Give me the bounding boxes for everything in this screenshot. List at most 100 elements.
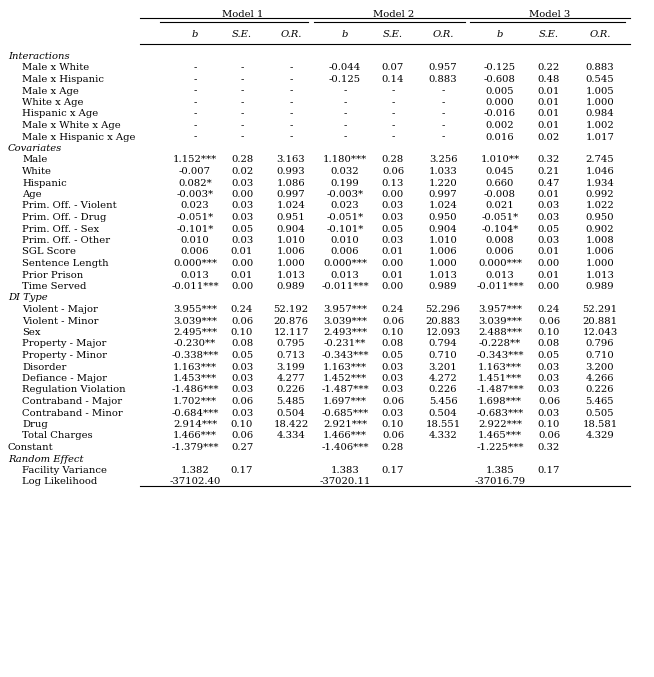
Text: 0.05: 0.05: [538, 225, 560, 234]
Text: 0.22: 0.22: [538, 64, 560, 72]
Text: 3.039***: 3.039***: [173, 317, 217, 326]
Text: Model 3: Model 3: [529, 10, 571, 19]
Text: 0.997: 0.997: [428, 190, 457, 199]
Text: Regulation Violation: Regulation Violation: [22, 385, 126, 395]
Text: 0.06: 0.06: [538, 431, 560, 441]
Text: Male x Age: Male x Age: [22, 87, 79, 95]
Text: 3.200: 3.200: [586, 362, 614, 372]
Text: 0.01: 0.01: [538, 87, 560, 95]
Text: 3.957***: 3.957***: [323, 305, 367, 314]
Text: 0.03: 0.03: [231, 213, 253, 222]
Text: 0.032: 0.032: [331, 167, 359, 176]
Text: 4.332: 4.332: [428, 431, 457, 441]
Text: 3.957***: 3.957***: [478, 305, 522, 314]
Text: 1.008: 1.008: [585, 236, 614, 245]
Text: 0.226: 0.226: [586, 385, 614, 395]
Text: -: -: [194, 121, 197, 130]
Text: 52.192: 52.192: [273, 305, 309, 314]
Text: Hispanic x Age: Hispanic x Age: [22, 110, 98, 118]
Text: 1.453***: 1.453***: [173, 374, 217, 383]
Text: b: b: [342, 30, 348, 39]
Text: -0.231**: -0.231**: [324, 339, 366, 349]
Text: 0.06: 0.06: [231, 431, 253, 441]
Text: 0.023: 0.023: [181, 202, 209, 211]
Text: 1.024: 1.024: [277, 202, 305, 211]
Text: 0.03: 0.03: [538, 213, 560, 222]
Text: Male x Hispanic: Male x Hispanic: [22, 75, 104, 84]
Text: 0.06: 0.06: [382, 431, 404, 441]
Text: 0.14: 0.14: [382, 75, 404, 84]
Text: 1.180***: 1.180***: [323, 156, 367, 165]
Text: -0.011***: -0.011***: [321, 282, 369, 291]
Text: -0.685***: -0.685***: [321, 408, 369, 418]
Text: 0.013: 0.013: [181, 271, 209, 280]
Text: 1.006: 1.006: [428, 248, 457, 257]
Text: -0.101*: -0.101*: [326, 225, 364, 234]
Text: -0.051*: -0.051*: [326, 213, 364, 222]
Text: -: -: [343, 98, 347, 107]
Text: 0.01: 0.01: [538, 248, 560, 257]
Text: -0.016: -0.016: [484, 110, 516, 118]
Text: 0.00: 0.00: [231, 190, 253, 199]
Text: Prim. Off. - Drug: Prim. Off. - Drug: [22, 213, 107, 222]
Text: Male x Hispanic x Age: Male x Hispanic x Age: [22, 133, 135, 141]
Text: 1.010: 1.010: [428, 236, 457, 245]
Text: 0.013: 0.013: [331, 271, 360, 280]
Text: -: -: [343, 121, 347, 130]
Text: 0.24: 0.24: [538, 305, 560, 314]
Text: -: -: [289, 121, 293, 130]
Text: -0.101*: -0.101*: [177, 225, 214, 234]
Text: 1.017: 1.017: [585, 133, 615, 141]
Text: 1.010**: 1.010**: [481, 156, 519, 165]
Text: -37020.11: -37020.11: [319, 477, 371, 487]
Text: Model 1: Model 1: [222, 10, 264, 19]
Text: 0.17: 0.17: [538, 466, 560, 475]
Text: -0.684***: -0.684***: [171, 408, 218, 418]
Text: Property - Major: Property - Major: [22, 339, 107, 349]
Text: S.E.: S.E.: [383, 30, 403, 39]
Text: 12.093: 12.093: [426, 328, 460, 337]
Text: -0.051*: -0.051*: [177, 213, 214, 222]
Text: 1.382: 1.382: [181, 466, 209, 475]
Text: 0.10: 0.10: [231, 328, 253, 337]
Text: 0.02: 0.02: [538, 133, 560, 141]
Text: Violent - Major: Violent - Major: [22, 305, 98, 314]
Text: 5.465: 5.465: [586, 397, 614, 406]
Text: 0.06: 0.06: [538, 397, 560, 406]
Text: -37016.79: -37016.79: [474, 477, 526, 487]
Text: 18.551: 18.551: [425, 420, 460, 429]
Text: -37102.40: -37102.40: [169, 477, 220, 487]
Text: 0.01: 0.01: [382, 248, 404, 257]
Text: 0.002: 0.002: [486, 121, 514, 130]
Text: 3.256: 3.256: [429, 156, 457, 165]
Text: 0.006: 0.006: [486, 248, 514, 257]
Text: 0.05: 0.05: [538, 351, 560, 360]
Text: 0.010: 0.010: [181, 236, 209, 245]
Text: 0.021: 0.021: [486, 202, 515, 211]
Text: Male x White: Male x White: [22, 64, 89, 72]
Text: 0.01: 0.01: [382, 271, 404, 280]
Text: 0.950: 0.950: [586, 213, 614, 222]
Text: 0.08: 0.08: [231, 339, 253, 349]
Text: 0.00: 0.00: [538, 259, 560, 268]
Text: 0.710: 0.710: [428, 351, 457, 360]
Text: -: -: [343, 133, 347, 141]
Text: 0.32: 0.32: [538, 156, 560, 165]
Text: 0.951: 0.951: [277, 213, 305, 222]
Text: Prim. Off. - Violent: Prim. Off. - Violent: [22, 202, 116, 211]
Text: -: -: [240, 64, 244, 72]
Text: -0.230**: -0.230**: [174, 339, 216, 349]
Text: Property - Minor: Property - Minor: [22, 351, 107, 360]
Text: 0.226: 0.226: [277, 385, 305, 395]
Text: 1.046: 1.046: [585, 167, 614, 176]
Text: 1.465***: 1.465***: [478, 431, 522, 441]
Text: 0.28: 0.28: [231, 156, 253, 165]
Text: 0.710: 0.710: [585, 351, 614, 360]
Text: 1.466***: 1.466***: [323, 431, 367, 441]
Text: 0.10: 0.10: [538, 420, 560, 429]
Text: 0.13: 0.13: [382, 179, 404, 188]
Text: 0.01: 0.01: [538, 271, 560, 280]
Text: 0.795: 0.795: [277, 339, 305, 349]
Text: -: -: [441, 121, 445, 130]
Text: 2.495***: 2.495***: [173, 328, 217, 337]
